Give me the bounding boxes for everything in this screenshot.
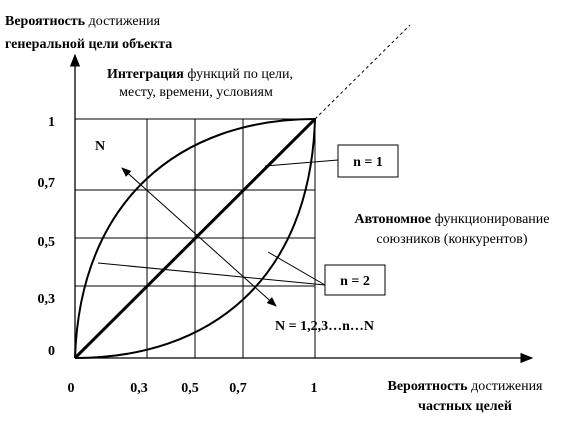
box: [324, 264, 386, 296]
y-tick-label: 0,3: [38, 292, 56, 307]
n-arrow: [121, 167, 277, 307]
box-label: n = 2: [340, 274, 370, 289]
annotation: Автономное функционирование: [355, 212, 550, 227]
y-axis-title: Вероятность достижения: [5, 14, 161, 29]
range-label: N = 1,2,3…n…N: [275, 319, 374, 334]
texts: Вероятность достижения генеральной цели …: [5, 14, 549, 414]
y-tick-label: 0,7: [38, 176, 56, 191]
y-axis-title: генеральной цели объекта: [5, 37, 172, 52]
box-label: n = 1: [353, 155, 383, 170]
y-tick-label: 0,5: [38, 235, 56, 250]
y-tick-label: 0: [48, 344, 55, 359]
x-tick-label: 1: [311, 381, 318, 396]
pointer: [97, 262, 326, 286]
x-axis-title: частных целей: [418, 399, 512, 414]
x-tick-label: 0: [68, 381, 75, 396]
annotation: союзников (конкурентов): [376, 232, 527, 247]
label-n: N: [95, 139, 105, 154]
x-tick-label: 0,3: [130, 381, 148, 396]
pointer: [264, 159, 339, 167]
pointer: [267, 251, 326, 286]
x-tick-label: 0,5: [181, 381, 199, 396]
diagonal-extension: [314, 24, 411, 120]
box: [337, 144, 399, 178]
annotation: Интеграция функций по цели,: [107, 67, 293, 82]
x-axis-title: Вероятность достижения: [387, 379, 543, 394]
annotation: месту, времени, условиям: [119, 85, 273, 100]
y-tick-label: 1: [48, 115, 55, 130]
x-tick-label: 0,7: [229, 381, 247, 396]
